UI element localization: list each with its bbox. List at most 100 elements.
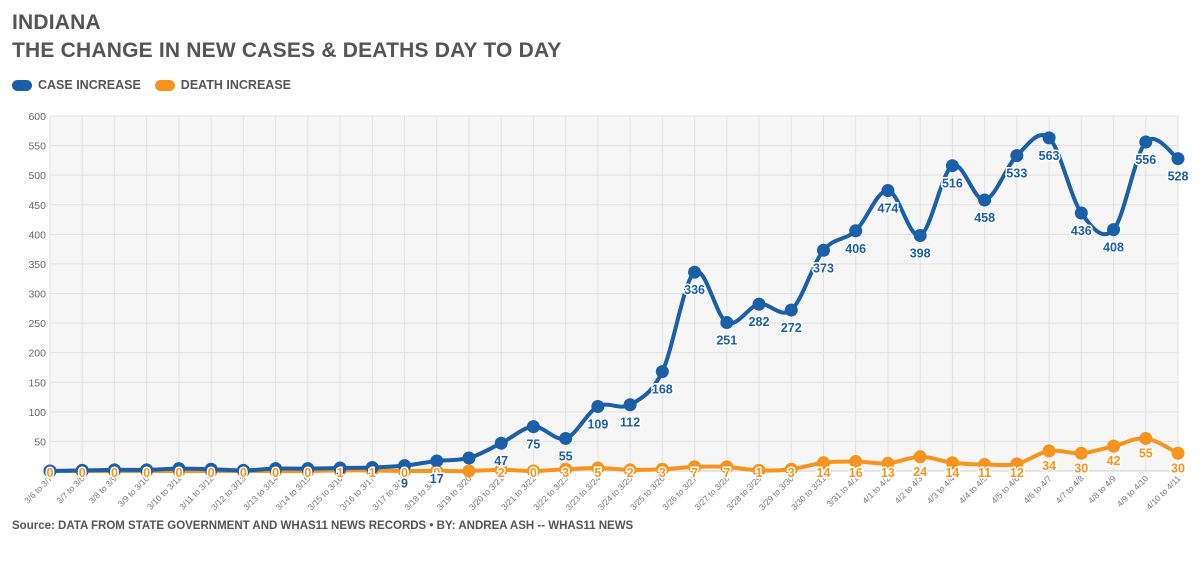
legend-label-deaths: DEATH INCREASE <box>180 78 291 92</box>
data-point-deaths <box>688 460 702 474</box>
data-point-deaths <box>494 463 508 477</box>
data-point-cases <box>140 463 154 477</box>
data-point-deaths <box>849 455 863 469</box>
source-note: Source: DATA FROM STATE GOVERNMENT AND W… <box>12 520 634 532</box>
data-label-deaths: 0 <box>79 466 86 480</box>
data-point-cases <box>1074 206 1088 220</box>
data-label-deaths: 0 <box>208 466 215 480</box>
data-label-deaths: 1 <box>337 466 344 480</box>
data-label-cases: 406 <box>845 242 866 256</box>
grid <box>49 115 1179 471</box>
data-label-deaths: 1 <box>369 466 376 480</box>
data-label-deaths: 2 <box>498 466 505 480</box>
data-point-cases <box>978 193 992 207</box>
chart-subtitle: THE CHANGE IN NEW CASES & DEATHS DAY TO … <box>12 39 562 62</box>
data-point-cases <box>784 303 798 317</box>
data-label-deaths: 34 <box>1042 459 1056 473</box>
data-point-cases <box>688 265 702 279</box>
data-label-cases: 272 <box>781 321 802 335</box>
y-tick-label: 600 <box>28 111 46 123</box>
data-point-deaths <box>1139 431 1153 445</box>
data-point-deaths <box>430 464 444 478</box>
data-point-deaths <box>1074 446 1088 460</box>
data-label-cases: 408 <box>1103 241 1124 255</box>
legend-item-cases[interactable]: CASE INCREASE <box>12 78 141 92</box>
data-label-cases: 112 <box>620 416 640 430</box>
x-tick-label: 4/6 to 4/7 <box>1021 473 1053 505</box>
data-point-cases <box>559 431 573 445</box>
y-tick-label: 200 <box>28 348 46 360</box>
y-tick-label: 300 <box>28 289 46 301</box>
data-label-cases: 282 <box>749 315 770 329</box>
series-cases <box>43 131 1185 478</box>
x-tick-label: 4/7 to 4/8 <box>1054 473 1086 505</box>
data-point-deaths <box>1042 444 1056 458</box>
data-point-cases <box>816 243 830 257</box>
data-label-cases: 55 <box>559 449 573 463</box>
data-label-deaths: 0 <box>143 466 150 480</box>
x-tick-label: 4/10 to 4/11 <box>1144 473 1183 512</box>
data-point-deaths <box>655 462 669 476</box>
data-label-cases: 528 <box>1168 170 1189 184</box>
data-label-cases: 398 <box>910 247 931 261</box>
data-point-cases <box>43 464 57 478</box>
data-label-deaths: 1 <box>756 466 763 480</box>
y-tick-label: 250 <box>28 318 46 330</box>
data-label-cases: 17 <box>430 472 444 486</box>
data-label-cases: 9 <box>401 477 408 491</box>
data-point-cases <box>333 461 347 475</box>
data-label-deaths: 30 <box>1074 461 1088 475</box>
data-label-cases: 533 <box>1006 167 1027 181</box>
data-point-cases <box>365 460 379 474</box>
data-label-deaths: 0 <box>304 466 311 480</box>
data-point-deaths <box>978 457 992 471</box>
x-tick-label: 4/8 to 4/9 <box>1086 473 1118 505</box>
data-point-cases <box>655 365 669 379</box>
data-label-cases: 458 <box>974 211 995 225</box>
data-label-deaths: 0 <box>272 466 279 480</box>
chart-title: INDIANA <box>12 11 101 34</box>
data-label-cases: 373 <box>813 261 834 275</box>
data-point-cases <box>1042 131 1056 145</box>
data-label-cases: 436 <box>1071 224 1092 238</box>
data-point-cases <box>526 420 540 434</box>
data-label-deaths: 0 <box>433 466 440 480</box>
legend-swatch-deaths <box>154 79 175 91</box>
data-label-deaths: 0 <box>47 466 54 480</box>
data-label-deaths: 7 <box>723 466 730 480</box>
y-tick-label: 50 <box>34 436 46 448</box>
data-point-cases <box>752 297 766 311</box>
data-point-deaths <box>945 456 959 470</box>
data-label-deaths: 11 <box>978 466 991 480</box>
data-label-deaths: 12 <box>1010 466 1024 480</box>
data-point-deaths <box>913 450 927 464</box>
data-label-deaths: 13 <box>881 466 895 480</box>
data-label-cases: 109 <box>587 418 608 432</box>
data-point-deaths <box>752 463 766 477</box>
data-point-cases <box>1139 135 1153 149</box>
legend-label-cases: CASE INCREASE <box>38 78 141 92</box>
data-point-deaths <box>526 464 540 478</box>
data-point-cases <box>398 459 412 473</box>
data-label-cases: 336 <box>684 283 705 297</box>
data-point-cases <box>1010 149 1024 163</box>
data-label-cases: 168 <box>652 383 673 397</box>
data-label-deaths: 3 <box>562 466 569 480</box>
y-tick-label: 550 <box>28 141 46 153</box>
data-point-deaths <box>784 462 798 476</box>
data-point-cases <box>75 463 89 477</box>
data-point-deaths <box>1107 439 1121 453</box>
data-label-cases: 75 <box>526 438 540 452</box>
data-label-cases: 474 <box>878 202 899 216</box>
data-point-deaths <box>816 456 830 470</box>
legend-item-deaths[interactable]: DEATH INCREASE <box>154 78 291 92</box>
data-point-cases <box>1107 223 1121 237</box>
data-point-cases <box>301 462 315 476</box>
legend-swatch-cases <box>12 79 32 91</box>
data-point-deaths <box>591 461 605 475</box>
data-label-deaths: 0 <box>530 466 537 480</box>
data-point-cases <box>269 462 283 476</box>
